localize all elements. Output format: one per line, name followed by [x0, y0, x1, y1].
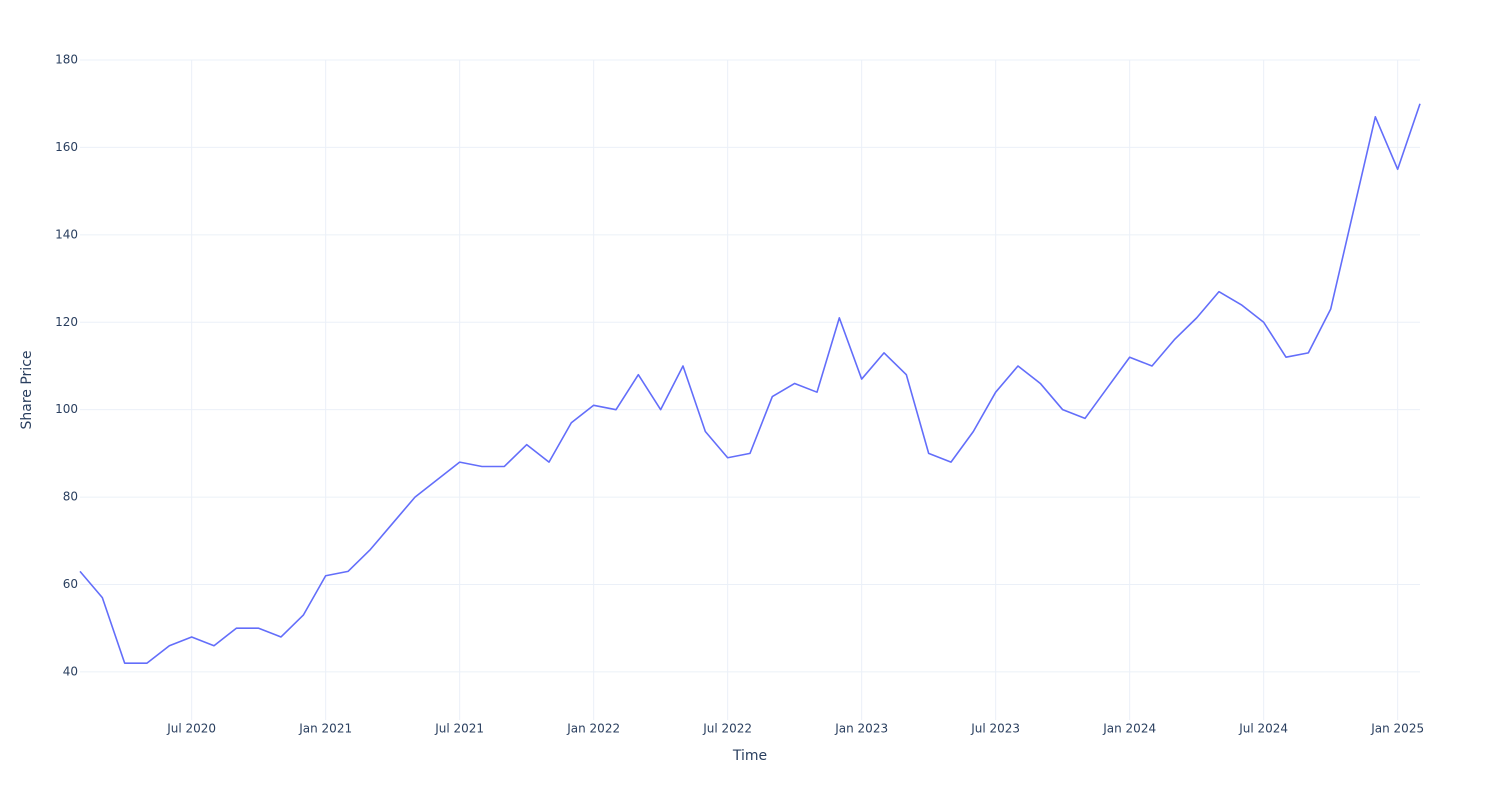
y-tick-label: 160: [55, 140, 78, 154]
x-tick-label: Jul 2023: [970, 722, 1020, 736]
y-tick-label: 180: [55, 53, 78, 67]
y-tick-label: 60: [63, 577, 78, 591]
y-tick-label: 40: [63, 664, 78, 678]
y-tick-label: 120: [55, 315, 78, 329]
x-axis-title: Time: [732, 748, 767, 764]
x-tick-label: Jan 2021: [298, 722, 352, 736]
x-tick-label: Jan 2022: [566, 722, 620, 736]
x-tick-label: Jan 2024: [1102, 722, 1156, 736]
x-tick-label: Jan 2023: [834, 722, 888, 736]
x-tick-label: Jul 2020: [166, 722, 216, 736]
price-line: [79, 103, 1421, 664]
x-tick-label: Jul 2022: [702, 722, 752, 736]
y-tick-label: 100: [55, 402, 78, 416]
y-axis-title: Share Price: [19, 350, 35, 429]
x-tick-label: Jan 2025: [1370, 722, 1424, 736]
y-tick-label: 80: [63, 490, 78, 504]
x-tick-label: Jul 2021: [434, 722, 484, 736]
y-tick-label: 140: [55, 227, 78, 241]
x-tick-label: Jul 2024: [1238, 722, 1288, 736]
